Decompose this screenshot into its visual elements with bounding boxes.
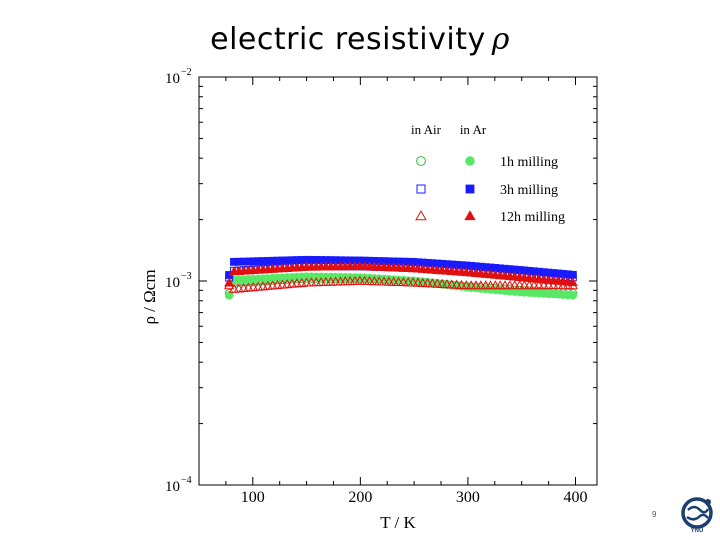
legend-header-ar: in Ar (460, 122, 487, 137)
x-tick-label: 200 (348, 489, 372, 506)
slide-title: electric resistivity ρ (0, 22, 720, 57)
series-12h-milling-in-air (223, 275, 578, 293)
data-point (568, 270, 577, 279)
data-point (417, 277, 428, 287)
data-point (407, 277, 419, 287)
legend-label: 3h milling (500, 183, 558, 198)
data-point (422, 278, 433, 288)
data-point (398, 277, 409, 287)
legend-marker-ar (464, 210, 476, 221)
data-point (364, 275, 375, 286)
legend-header-air: in Air (411, 122, 442, 137)
data-point (436, 278, 448, 288)
page-number: 9 (652, 510, 657, 519)
legend-marker-ar (465, 156, 475, 166)
y-tick-label: 10 (165, 71, 180, 87)
data-point (403, 277, 414, 287)
y-tick-label-exponent: −3 (181, 271, 192, 282)
legend-label: 12h milling (500, 210, 565, 225)
y-tick-label-exponent: −4 (181, 475, 192, 486)
data-point (224, 277, 235, 287)
y-tick-label: 10 (165, 479, 180, 495)
data-point (446, 279, 457, 289)
legend-marker-air (416, 156, 426, 166)
x-axis-label: T / K (380, 513, 416, 532)
slide-title-text: electric resistivity (210, 22, 486, 57)
y-tick-label-exponent: −2 (181, 67, 192, 78)
data-point (373, 276, 385, 286)
legend: in Air in Ar 1h milling 3h milling 12h milli… (411, 122, 565, 225)
logo-caption: YNU (690, 528, 704, 534)
legend-marker-air (416, 184, 426, 194)
data-point (451, 279, 462, 289)
data-point (388, 276, 399, 286)
data-point (427, 278, 438, 288)
data-point (383, 276, 395, 286)
legend-marker-ar (465, 184, 475, 194)
data-point (567, 277, 578, 287)
x-tick-label: 100 (241, 489, 265, 506)
series-12h-milling-in-ar (224, 261, 578, 287)
data-point (441, 279, 453, 289)
data-point (432, 278, 443, 288)
x-tick-label: 300 (456, 489, 480, 506)
legend-marker-air (415, 210, 427, 221)
legend-label: 1h milling (500, 155, 558, 170)
axis-ticks (199, 77, 597, 486)
slide-title-symbol: ρ (491, 22, 510, 57)
data-series (223, 255, 578, 300)
data-point (224, 291, 234, 300)
data-point (393, 276, 404, 287)
data-point (369, 276, 380, 286)
data-point (568, 290, 578, 300)
data-point (359, 275, 370, 285)
data-point (378, 276, 390, 286)
x-tick-label: 400 (563, 489, 587, 506)
y-axis-label: ρ / Ωcm (140, 269, 159, 324)
data-point (456, 279, 467, 289)
university-logo-icon (681, 497, 713, 529)
y-tick-label: 10 (165, 275, 180, 291)
data-point (412, 277, 424, 287)
